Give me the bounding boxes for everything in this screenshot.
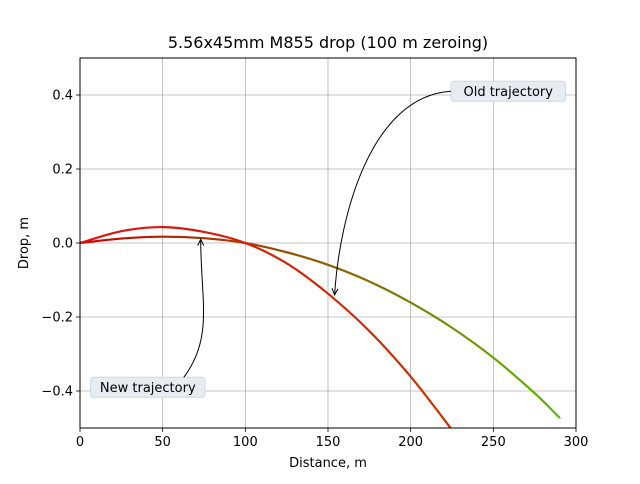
x-tick-label: 150 — [316, 435, 341, 450]
y-tick-label: −0.4 — [41, 385, 73, 400]
series-line — [80, 225, 452, 428]
arrowhead-icon — [197, 238, 205, 246]
ticks: 0 50 100 150 200 250 300 −0.4 −0.2 0.0 0.2 0.4 — [41, 89, 588, 451]
grid — [79, 58, 577, 428]
y-tick-label: 0.0 — [52, 237, 73, 252]
annotation-box — [90, 376, 206, 398]
x-tick-label: 0 — [76, 435, 84, 450]
annotation-arrow — [183, 239, 205, 378]
x-tick-label: 200 — [398, 435, 423, 450]
y-tick-label: 0.2 — [52, 163, 73, 178]
annotations: Old trajectory New trajectory — [90, 80, 566, 398]
x-axis-label: Distance, m — [289, 456, 367, 471]
y-axis-label: Drop, m — [17, 217, 32, 269]
annotation-text: Old trajectory — [463, 85, 553, 100]
annotation-text: New trajectory — [100, 381, 196, 396]
y-tick-label: 0.4 — [52, 89, 73, 104]
series-layer — [80, 225, 561, 428]
x-tick-label: 100 — [233, 435, 258, 450]
annotation-arrow — [334, 90, 452, 295]
annotation: New trajectory — [90, 238, 206, 398]
chart-title: 5.56x45mm M855 drop (100 m zeroing) — [168, 33, 488, 52]
annotation: Old trajectory — [331, 80, 566, 296]
x-tick-label: 300 — [564, 435, 589, 450]
x-tick-label: 50 — [154, 435, 171, 450]
arrowhead-icon — [331, 288, 339, 296]
x-tick-label: 250 — [481, 435, 506, 450]
series-line — [80, 235, 561, 419]
y-tick-label: −0.2 — [41, 311, 73, 326]
